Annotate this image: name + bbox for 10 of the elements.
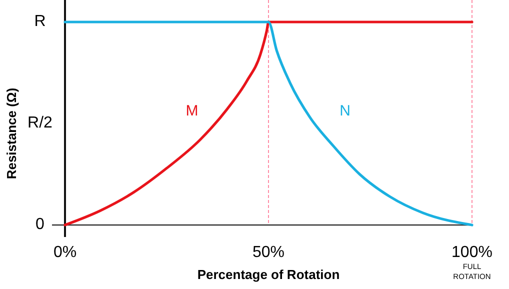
- series-label: N: [340, 102, 350, 120]
- y-axis-title: Resistance (Ω): [4, 88, 19, 180]
- series-label: M: [186, 102, 198, 120]
- x-tick-label: 100%: [452, 244, 492, 261]
- x-tick-label: 0%: [53, 244, 77, 261]
- x-axis-title: Percentage of Rotation: [197, 267, 340, 282]
- text: R/2: [28, 114, 53, 132]
- text: 0: [36, 216, 45, 234]
- x-tick-label: 50%: [252, 244, 285, 261]
- text: R: [34, 13, 46, 30]
